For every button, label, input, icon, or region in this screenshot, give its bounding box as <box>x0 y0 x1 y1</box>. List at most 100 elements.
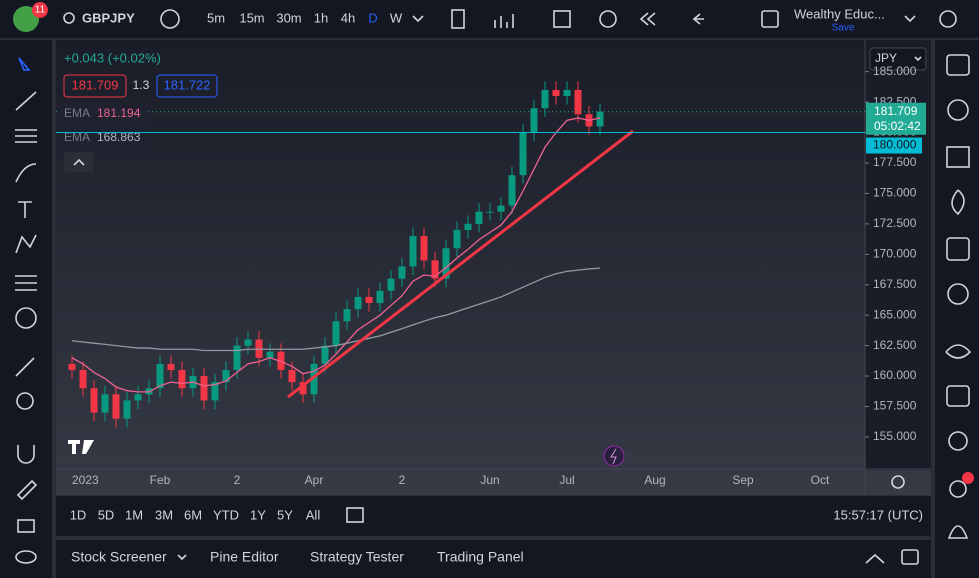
layout-icon[interactable] <box>761 10 779 28</box>
y-tick-label: 157.500 <box>873 399 917 413</box>
range-button[interactable]: 5D <box>98 507 115 522</box>
candle-body <box>68 363 76 370</box>
tabs: Stock Screener Pine Editor Strategy Tester… <box>71 549 524 565</box>
alert-icon[interactable] <box>599 10 617 28</box>
x-tick-label: 2 <box>234 473 241 487</box>
candle-body <box>288 369 296 383</box>
indicators-icon[interactable] <box>494 14 514 28</box>
y-tick-label: 165.000 <box>873 307 917 321</box>
screener-menu[interactable] <box>177 554 187 561</box>
range-button[interactable]: 3M <box>155 507 173 522</box>
candle-body <box>464 223 472 230</box>
interval[interactable]: 1h <box>314 10 328 25</box>
candle-body <box>387 278 395 291</box>
settings[interactable] <box>891 475 905 489</box>
x-tick-label: Aug <box>644 473 665 487</box>
event-bolt <box>610 448 617 465</box>
currency-button[interactable] <box>869 47 927 71</box>
trend-line[interactable] <box>287 129 634 399</box>
badge-bg <box>32 2 48 18</box>
price-tag <box>866 102 926 135</box>
plot <box>56 81 865 428</box>
candle-body <box>508 175 516 206</box>
candle-body <box>134 394 142 401</box>
interval-menu[interactable] <box>412 15 424 23</box>
candle-body <box>552 89 560 97</box>
interval[interactable]: 4h <box>341 10 355 25</box>
maximize-panel[interactable] <box>865 553 885 564</box>
x-tick-label: Jun <box>480 473 499 487</box>
range-button[interactable]: 1Y <box>250 507 266 522</box>
chart-type-icon[interactable] <box>451 9 465 29</box>
compare-button[interactable] <box>160 9 180 29</box>
candle-body <box>530 108 538 133</box>
x-tick-label: Apr <box>305 473 324 487</box>
candle-body <box>310 363 318 395</box>
drawing-tools[interactable] <box>15 57 38 564</box>
time-axis: 2023 Feb 2 Apr 2 Jun Jul Aug Sep Oct <box>72 473 830 487</box>
badge: 11 <box>35 5 46 16</box>
panel-tab[interactable]: Pine Editor <box>210 549 279 565</box>
candle-body <box>90 388 98 413</box>
candle-body <box>431 260 439 279</box>
range-button[interactable]: YTD <box>213 507 239 522</box>
event-icon[interactable] <box>603 445 625 467</box>
symbol[interactable]: GBPJPY <box>82 10 135 25</box>
ask[interactable]: 181.722 <box>164 77 211 92</box>
candle-body <box>299 382 307 395</box>
interval[interactable]: D <box>368 10 377 25</box>
candle-body <box>596 111 604 127</box>
undo[interactable] <box>692 13 704 25</box>
range-button[interactable]: 6M <box>184 507 202 522</box>
range-button[interactable]: All <box>306 507 321 522</box>
panel-tab[interactable]: Stock Screener <box>71 549 167 565</box>
candle-body <box>123 400 131 419</box>
candle-body <box>541 89 549 109</box>
candle-body <box>321 345 329 364</box>
interval[interactable]: 5m <box>207 10 225 25</box>
save[interactable]: Save <box>832 23 855 34</box>
search-icon[interactable] <box>63 12 75 24</box>
range-button[interactable]: 5Y <box>277 507 293 522</box>
candle-body <box>211 382 219 401</box>
candle-body <box>519 132 527 176</box>
range-button[interactable]: 1M <box>125 507 143 522</box>
interval[interactable]: 15m <box>239 10 264 25</box>
buy-box[interactable] <box>156 74 218 98</box>
sell-box[interactable] <box>63 74 127 98</box>
speed-icon[interactable] <box>939 10 957 28</box>
collapse-legend[interactable] <box>64 152 94 172</box>
ema-line <box>71 117 601 393</box>
replay-icon[interactable] <box>639 12 656 26</box>
templates-icon[interactable] <box>553 10 571 28</box>
y-tick-label: 162.500 <box>873 338 917 352</box>
candle-body <box>178 369 186 389</box>
layout-menu[interactable] <box>904 15 916 23</box>
candle-body <box>200 376 208 401</box>
currency[interactable]: JPY <box>875 51 897 65</box>
interval[interactable]: 30m <box>276 10 301 25</box>
candle-body <box>233 345 241 370</box>
layout-name[interactable]: Wealthy Educ... <box>794 6 885 21</box>
panel-tab[interactable]: Trading Panel <box>437 549 524 565</box>
spread: 1.3 <box>133 78 150 92</box>
panel-toggle[interactable] <box>901 549 919 565</box>
candle-body <box>497 205 505 212</box>
x-tick-label: 2023 <box>72 473 99 487</box>
bid[interactable]: 181.709 <box>72 77 119 92</box>
candle-body <box>486 211 494 213</box>
range-button[interactable]: 1D <box>70 507 87 522</box>
candle-body <box>398 266 406 279</box>
y-tick-label: 155.000 <box>873 429 917 443</box>
candle-body <box>354 296 362 310</box>
goto-date[interactable] <box>346 507 364 523</box>
candle-body <box>574 89 582 115</box>
countdown: 05:02:42 <box>874 119 921 133</box>
widget-bar[interactable] <box>945 54 972 539</box>
candle-body <box>112 394 120 419</box>
x-tick-label: Jul <box>559 473 574 487</box>
interval[interactable]: W <box>390 10 403 25</box>
watermark <box>68 440 94 454</box>
panel-tab[interactable]: Strategy Tester <box>310 549 404 565</box>
